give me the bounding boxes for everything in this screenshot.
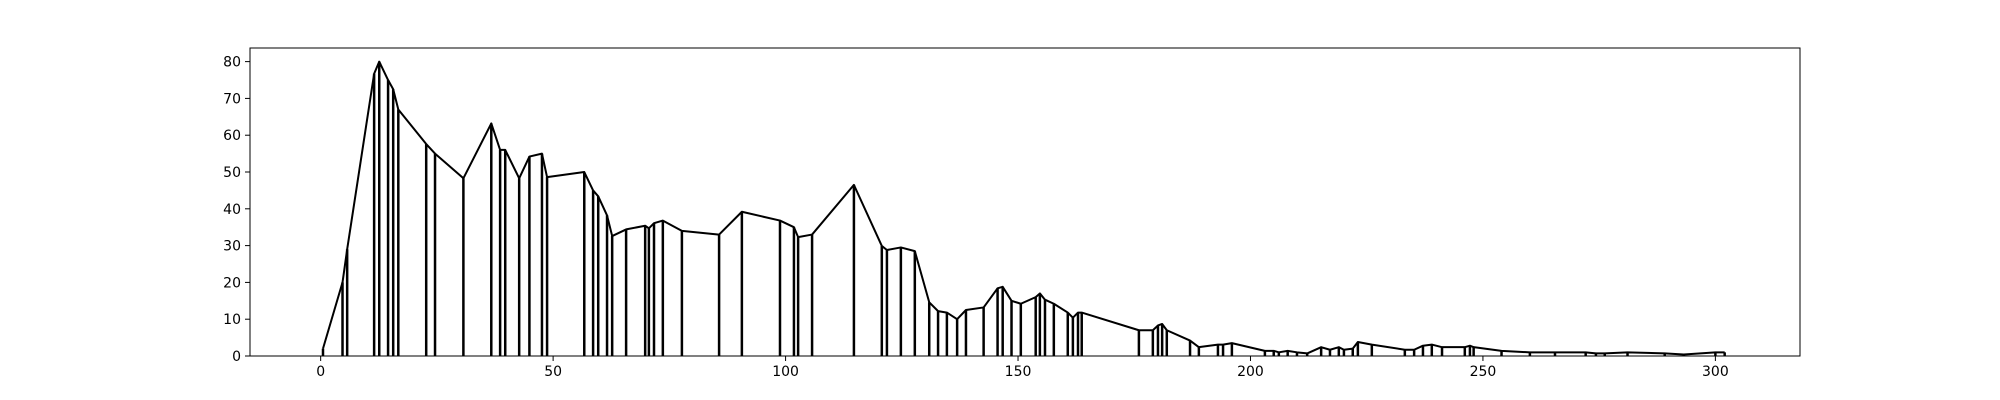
- x-tick-label: 200: [1237, 364, 1264, 380]
- x-tick-label: 50: [544, 364, 562, 380]
- x-tick-label: 0: [316, 364, 325, 380]
- y-tick-label: 70: [223, 91, 241, 107]
- y-tick-label: 40: [223, 202, 241, 218]
- y-tick-label: 10: [223, 312, 241, 328]
- x-tick-label: 150: [1005, 364, 1032, 380]
- y-tick-label: 50: [223, 165, 241, 181]
- y-tick-label: 30: [223, 239, 241, 255]
- y-tick-label: 80: [223, 55, 241, 71]
- x-tick-label: 250: [1470, 364, 1497, 380]
- y-tick-label: 20: [223, 275, 241, 291]
- y-tick-label: 60: [223, 128, 241, 144]
- x-tick-label: 100: [772, 364, 799, 380]
- line: [322, 60, 1725, 356]
- y-tick-label: 0: [232, 349, 241, 365]
- plot-frame: [249, 47, 1801, 357]
- x-tick-label: 300: [1702, 364, 1729, 380]
